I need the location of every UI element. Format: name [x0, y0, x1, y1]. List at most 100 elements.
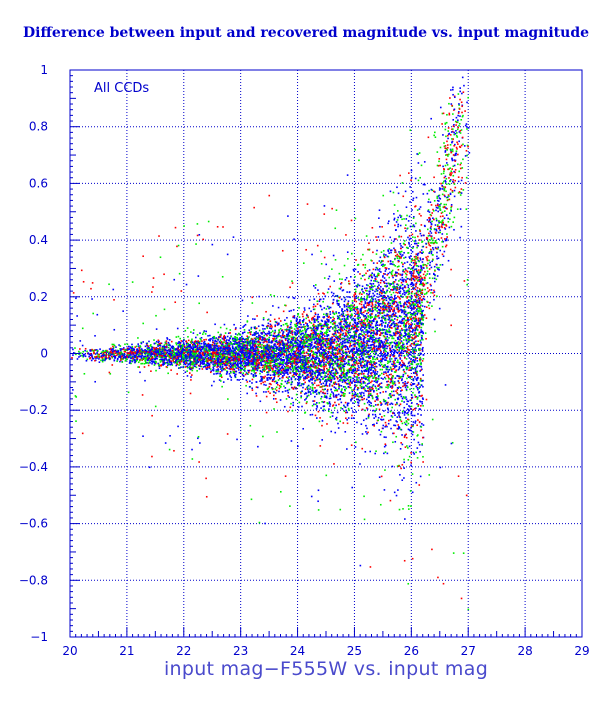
data-point — [330, 378, 333, 381]
data-point — [370, 295, 373, 298]
data-point — [394, 440, 397, 443]
data-point — [408, 292, 410, 295]
data-point — [414, 343, 417, 346]
data-point — [373, 380, 376, 383]
data-point — [265, 364, 268, 367]
data-point — [354, 275, 356, 278]
data-point — [318, 369, 320, 371]
data-point — [73, 352, 75, 354]
data-point — [333, 386, 336, 388]
data-point — [310, 347, 313, 350]
data-point — [362, 314, 365, 316]
data-point — [391, 394, 394, 397]
data-point — [326, 423, 328, 425]
data-point — [357, 347, 360, 350]
data-point — [295, 324, 297, 327]
data-point — [311, 339, 313, 342]
data-point — [378, 209, 381, 212]
data-point — [114, 349, 117, 352]
data-point — [411, 491, 414, 494]
data-point — [252, 344, 254, 347]
data-point — [344, 401, 347, 404]
data-point — [323, 307, 326, 309]
data-point — [409, 311, 412, 314]
data-point — [315, 327, 318, 330]
data-point — [414, 259, 416, 262]
data-point — [339, 319, 342, 321]
data-point — [253, 368, 255, 371]
data-point — [228, 359, 231, 361]
data-point — [350, 398, 352, 401]
data-point — [268, 353, 270, 356]
data-point — [412, 307, 414, 310]
data-point — [377, 287, 380, 289]
data-point — [422, 357, 425, 360]
data-point — [286, 382, 288, 385]
data-point — [273, 375, 276, 377]
data-point — [391, 387, 393, 389]
data-point — [300, 341, 303, 343]
data-point — [415, 366, 418, 369]
data-point — [336, 360, 339, 363]
data-point — [201, 345, 203, 348]
data-point — [350, 313, 353, 315]
data-point — [369, 390, 372, 393]
data-point — [373, 317, 376, 320]
data-point — [302, 332, 304, 335]
data-point — [323, 293, 325, 295]
data-point — [215, 369, 218, 371]
data-point — [314, 313, 317, 316]
data-point — [373, 331, 375, 333]
data-point — [181, 357, 183, 359]
data-point — [412, 378, 415, 380]
data-point — [297, 366, 300, 369]
data-point — [327, 278, 330, 280]
data-point — [398, 287, 401, 289]
data-point — [313, 359, 316, 361]
data-point — [264, 337, 266, 340]
data-point — [152, 353, 155, 355]
data-point — [122, 355, 124, 357]
data-point — [372, 282, 375, 285]
data-point — [341, 311, 344, 313]
data-point — [348, 382, 350, 385]
data-point — [389, 419, 392, 421]
data-point — [91, 356, 94, 358]
data-point — [228, 373, 231, 375]
data-point — [398, 309, 401, 312]
data-point — [371, 424, 374, 426]
data-point — [418, 387, 420, 389]
data-point — [422, 385, 424, 388]
data-point — [262, 376, 265, 378]
data-point — [421, 368, 423, 371]
data-point — [196, 347, 199, 350]
data-point — [316, 328, 319, 331]
data-point — [282, 375, 284, 378]
data-point — [385, 279, 387, 282]
data-point — [388, 419, 390, 422]
data-point — [213, 358, 216, 360]
data-point — [284, 390, 287, 392]
data-point — [396, 420, 398, 423]
data-point — [303, 318, 305, 321]
data-point — [354, 293, 357, 296]
data-point — [304, 377, 307, 380]
data-point — [201, 340, 203, 342]
data-point — [325, 349, 327, 352]
data-point — [239, 327, 242, 330]
data-point — [94, 359, 97, 362]
data-point — [319, 322, 321, 325]
data-point — [298, 373, 301, 375]
data-point — [387, 255, 390, 258]
data-point — [381, 297, 383, 300]
data-point — [264, 346, 266, 348]
data-point — [233, 362, 235, 365]
data-point — [158, 358, 161, 361]
data-point — [348, 386, 351, 389]
data-point — [402, 254, 404, 256]
data-point — [411, 360, 414, 362]
data-point — [394, 339, 397, 342]
data-point — [402, 342, 404, 344]
data-point — [396, 289, 399, 291]
data-point — [250, 355, 252, 358]
